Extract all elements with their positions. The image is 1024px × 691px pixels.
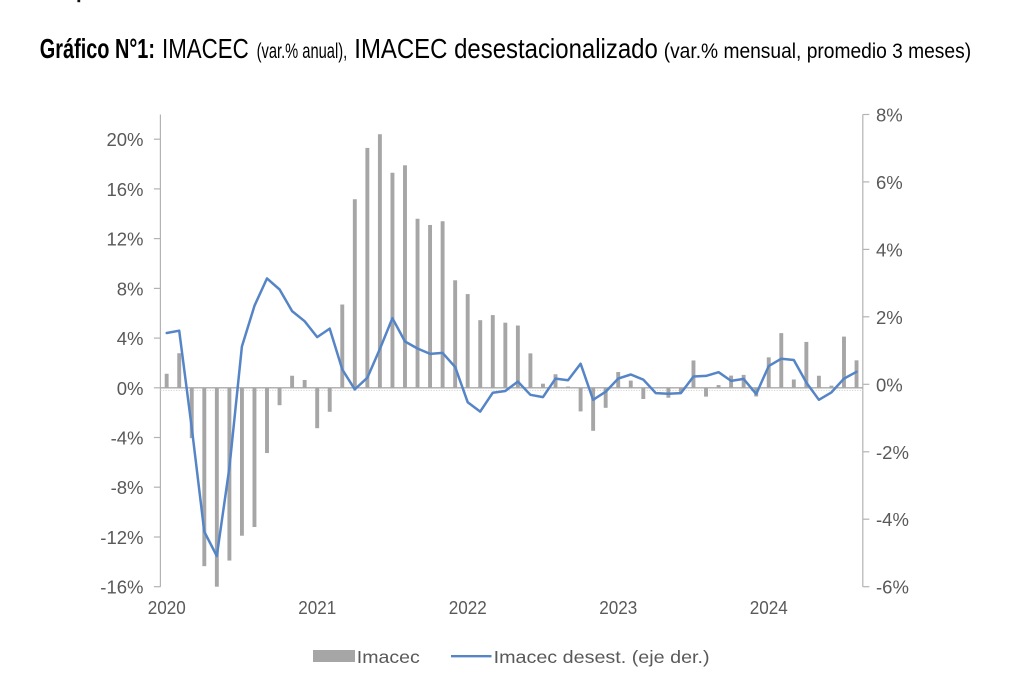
svg-text:0%: 0%	[876, 374, 903, 395]
svg-text:-6%: -6%	[876, 577, 909, 598]
svg-text:2024: 2024	[750, 597, 788, 618]
svg-text:0%: 0%	[117, 378, 144, 399]
svg-text:8%: 8%	[876, 105, 903, 126]
svg-text:2%: 2%	[876, 307, 903, 328]
svg-text:2021: 2021	[298, 597, 336, 618]
svg-text:2023: 2023	[599, 597, 637, 618]
svg-text:-4%: -4%	[111, 428, 144, 449]
svg-text:20%: 20%	[106, 129, 143, 150]
svg-text:2022: 2022	[449, 597, 487, 618]
svg-text:2020: 2020	[148, 597, 186, 618]
svg-text:-12%: -12%	[100, 527, 143, 548]
svg-text:6%: 6%	[876, 172, 903, 193]
svg-text:16%: 16%	[106, 179, 143, 200]
svg-text:Gráfico N°1:IMACEC(var.% anual: Gráfico N°1: IMACEC (var.% anual), IMACEC d…	[40, 33, 971, 64]
svg-text:-4%: -4%	[876, 509, 909, 530]
svg-text:Imacec: Imacec	[357, 647, 420, 667]
svg-text:4%: 4%	[117, 328, 144, 349]
svg-text:Imacec desest. (eje der.): Imacec desest. (eje der.)	[494, 647, 710, 667]
svg-text:-8%: -8%	[111, 477, 144, 498]
svg-text:-2%: -2%	[876, 442, 909, 463]
svg-text:4%: 4%	[876, 239, 903, 260]
svg-text:8%: 8%	[117, 278, 144, 299]
svg-text:-16%: -16%	[100, 577, 143, 598]
svg-text:12%: 12%	[106, 229, 143, 250]
